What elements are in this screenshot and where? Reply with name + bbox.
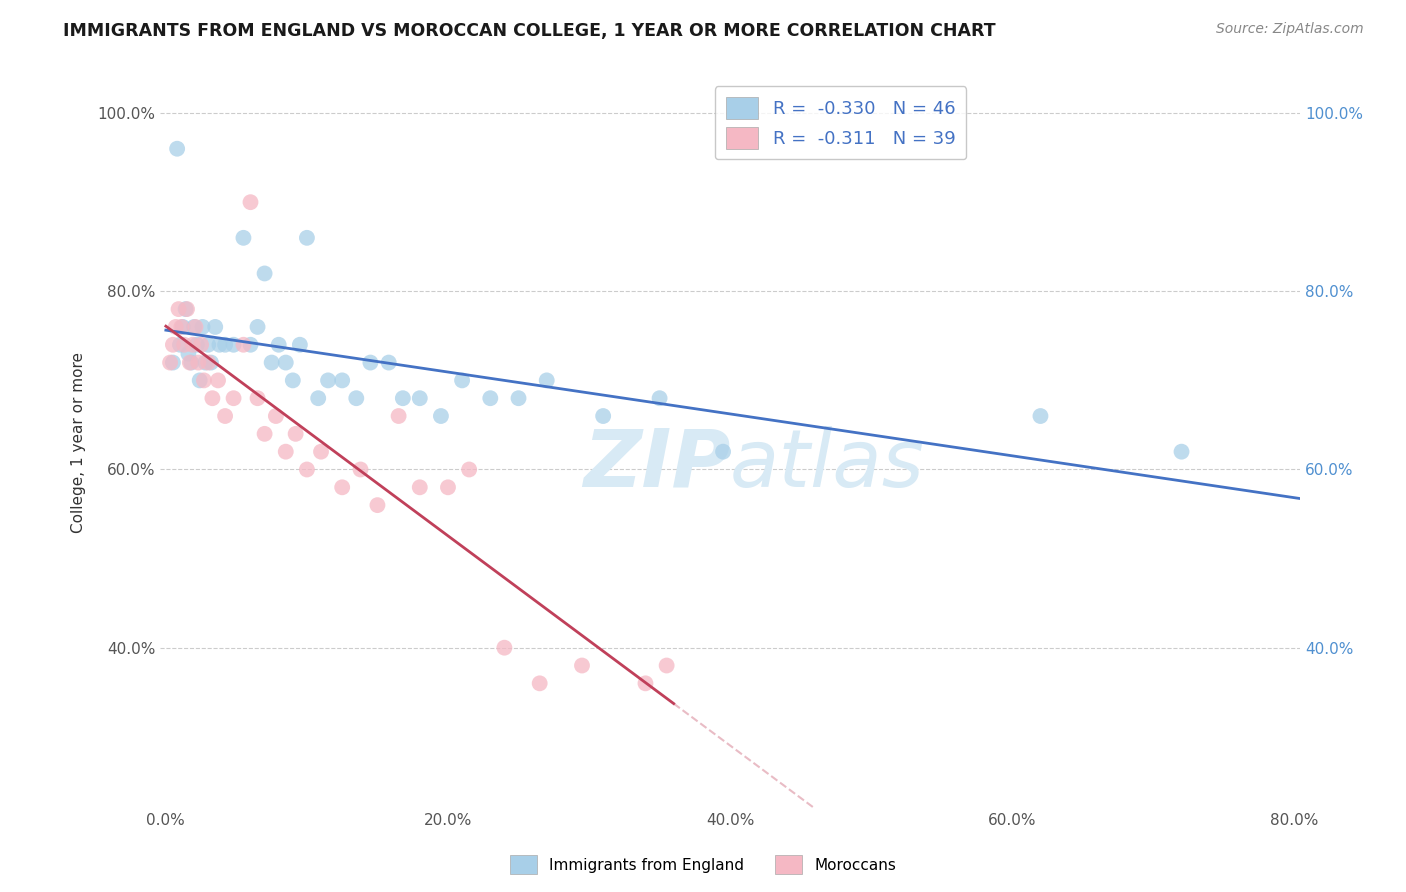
Point [173,337,195,351]
Point [571,658,593,673]
Point [172,320,194,334]
Point [188,373,211,387]
Point [170,320,193,334]
Point [494,640,516,655]
Point [392,391,415,405]
Point [197,337,219,351]
Point [344,391,367,405]
Point [208,337,231,351]
Point [246,320,269,334]
Point [176,302,198,317]
Point [167,302,190,317]
Point [655,658,678,673]
Point [162,355,184,369]
Point [177,346,200,360]
Point [281,373,304,387]
Point [214,409,236,423]
Point [295,462,318,476]
Point [264,409,287,423]
Point [194,355,217,369]
Point [186,337,208,351]
Point [307,391,329,405]
Point [536,373,558,387]
Point [180,355,202,369]
Point [165,320,187,334]
Point [253,426,276,441]
Point [508,391,530,405]
Point [1170,444,1192,458]
Point [479,391,502,405]
Point [183,320,205,334]
Text: ZIP: ZIP [582,425,730,504]
Point [222,337,245,351]
Point [179,355,201,369]
Point [214,337,236,351]
Point [246,391,269,405]
Point [366,498,388,512]
Point [200,355,222,369]
Y-axis label: College, 1 year or more: College, 1 year or more [72,352,86,533]
Point [197,355,219,369]
Point [193,373,215,387]
Point [330,373,353,387]
Point [260,355,283,369]
Point [592,409,614,423]
Point [359,355,381,369]
Text: atlas: atlas [730,425,925,504]
Point [274,444,297,458]
Point [409,391,432,405]
Point [184,320,207,334]
Point [295,231,318,245]
Point [222,391,245,405]
Point [169,337,191,351]
Point [166,142,188,156]
Point [316,373,339,387]
Point [437,480,460,494]
Point [377,355,399,369]
Point [253,267,276,281]
Point [349,462,371,476]
Point [529,676,551,690]
Legend: R =  -0.330   N = 46, R =  -0.311   N = 39: R = -0.330 N = 46, R = -0.311 N = 39 [714,87,966,160]
Point [174,302,197,317]
Point [409,480,432,494]
Point [239,337,262,351]
Point [430,409,453,423]
Text: IMMIGRANTS FROM ENGLAND VS MOROCCAN COLLEGE, 1 YEAR OR MORE CORRELATION CHART: IMMIGRANTS FROM ENGLAND VS MOROCCAN COLL… [63,22,995,40]
Point [232,231,254,245]
Point [1029,409,1052,423]
Point [232,337,254,351]
Legend: Immigrants from England, Moroccans: Immigrants from England, Moroccans [503,849,903,880]
Point [634,676,657,690]
Point [207,373,229,387]
Point [159,355,181,369]
Point [187,355,209,369]
Point [458,462,481,476]
Point [191,320,214,334]
Point [284,426,307,441]
Point [711,444,734,458]
Point [267,337,290,351]
Point [274,355,297,369]
Point [239,195,262,210]
Text: Source: ZipAtlas.com: Source: ZipAtlas.com [1216,22,1364,37]
Point [201,391,224,405]
Point [388,409,411,423]
Point [309,444,332,458]
Point [451,373,474,387]
Point [288,337,311,351]
Point [181,337,204,351]
Point [190,337,212,351]
Point [330,480,353,494]
Point [648,391,671,405]
Point [204,320,226,334]
Point [162,337,184,351]
